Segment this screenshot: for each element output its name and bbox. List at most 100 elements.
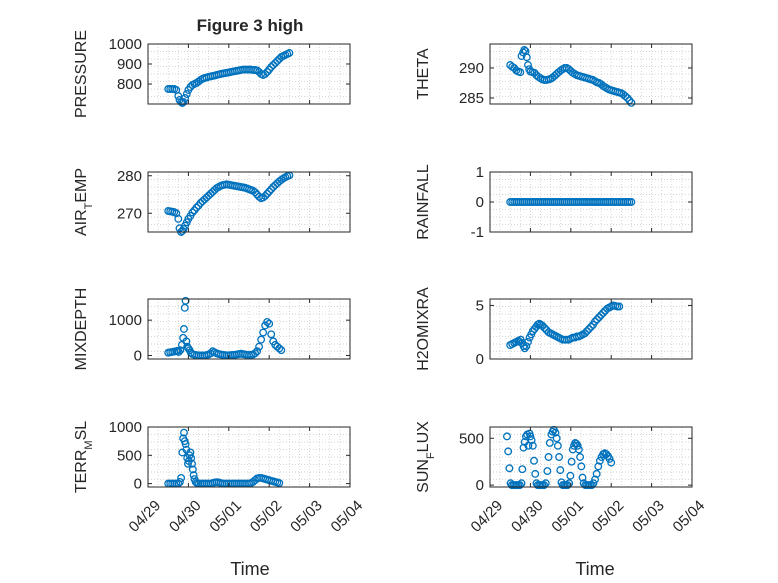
y-tick-label: 500 [117,447,142,464]
data-series [164,428,284,488]
data-point [181,440,190,448]
y-tick-label: 285 [459,90,484,107]
data-point [528,441,537,450]
subplot-rainfall: -1 0 1 RAINFALL [415,164,693,241]
data-point [621,92,630,101]
y-tick-label: 0 [476,477,484,494]
figure-title: Figure 3 high [197,16,304,35]
data-point [515,481,524,490]
data-point [177,473,186,482]
data-point [182,90,191,98]
subplot-theta: 285 290 THETA [415,43,693,107]
data-point [176,346,185,355]
data-point [188,208,197,217]
data-series [506,198,636,206]
y-tick-label: -1 [471,224,484,241]
data-point [271,59,280,67]
data-point [503,432,511,441]
data-point [592,469,601,478]
subplot-mixdepth: 0 1000 MIXDEPTH [73,288,351,371]
data-point [545,438,554,447]
data-point [192,203,201,212]
data-point [285,49,294,57]
data-point [556,466,565,475]
data-point [263,189,272,198]
y-axis-label: RAINFALL [415,164,432,240]
data-point [174,347,183,356]
axes-box [147,426,351,488]
y-tick-label: 1000 [109,312,142,329]
data-point [577,462,586,471]
y-axis-label: PRESSURE [73,30,90,118]
data-point [540,323,549,332]
data-point [576,453,585,461]
data-point [179,98,188,106]
data-point [261,70,270,78]
y-tick-label: 270 [117,205,142,222]
data-point [530,456,538,465]
data-point [251,349,260,358]
data-point [555,453,564,461]
data-point [180,428,188,437]
data-point [607,458,616,467]
data-point [531,469,540,478]
axes-box [147,43,351,105]
data-point [627,98,636,107]
data-point [524,337,532,346]
data-point [269,61,278,69]
data-point [551,428,560,437]
data-point [544,453,553,461]
data-point [186,448,195,457]
data-point [522,53,531,62]
data-point [552,434,561,443]
data-point [527,436,536,445]
data-point [599,308,608,317]
data-point [543,467,552,476]
data-point [265,319,274,328]
data-point [615,302,624,311]
data-point [533,320,542,329]
data-series [503,425,616,490]
x-axis-label-left: Time [230,559,269,579]
y-tick-label: 0 [476,194,484,211]
data-point [188,465,197,474]
x-axis-label-right: Time [575,559,614,579]
data-point [505,464,514,473]
y-tick-label: 900 [117,56,142,73]
data-point [180,325,188,333]
data-series [506,301,624,353]
data-point [567,457,576,466]
axes-box [147,298,351,360]
data-point [553,441,562,450]
data-point [273,57,282,65]
data-point [578,473,587,482]
y-tick-label: 280 [117,168,142,185]
data-point [587,481,596,490]
axes-box [489,298,693,360]
y-axis-label: MIXDEPTH [73,288,90,371]
data-point [263,68,272,76]
y-tick-label: 1 [476,164,484,181]
data-point [605,454,614,463]
data-point [267,185,276,194]
data-point [267,63,276,71]
axes-box [489,43,693,105]
data-point [174,214,183,223]
y-tick-label: 1000 [109,36,142,53]
data-point [504,447,513,456]
data-point [627,198,636,206]
data-series [164,49,294,107]
subplot-air-temp: 270 280 AIRTEMP [73,168,351,236]
data-point [530,68,539,77]
y-tick-label: 290 [459,60,484,77]
data-point [182,337,191,346]
y-tick-label: 0 [134,476,142,493]
data-point [184,344,193,353]
data-point [591,317,599,326]
data-point [595,313,604,322]
data-point [526,432,535,441]
data-point [566,471,575,480]
subplot-h2omixra: 0 5 H2OMIXRA [415,287,693,371]
data-point [263,317,272,326]
data-point [261,192,270,200]
